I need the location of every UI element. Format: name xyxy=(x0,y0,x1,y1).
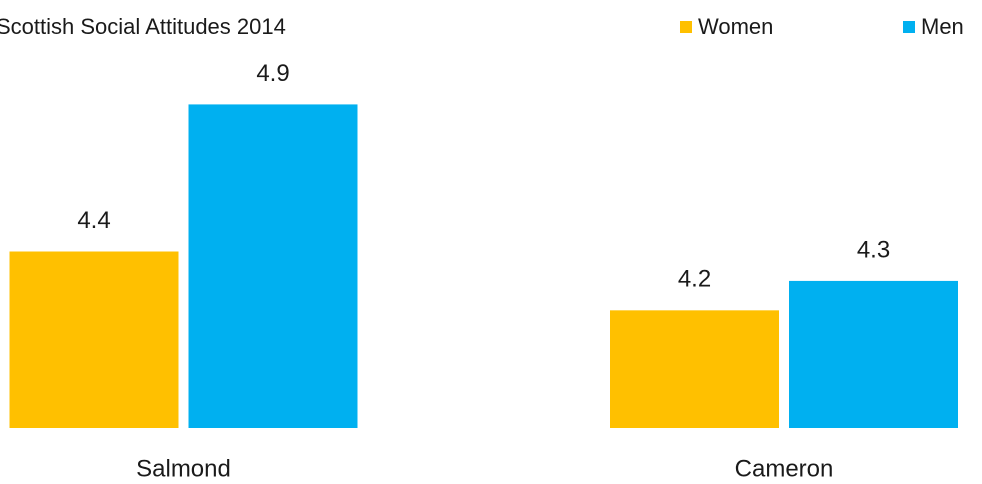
legend-label: Women xyxy=(698,14,773,39)
data-label: 4.2 xyxy=(678,266,711,293)
bar xyxy=(9,251,179,428)
x-tick-label: Cameron xyxy=(735,455,834,482)
data-label: 4.3 xyxy=(857,236,890,263)
data-label: 4.4 xyxy=(77,207,110,234)
legend-swatch xyxy=(903,21,915,33)
chart-title: Scottish Social Attitudes 2014 xyxy=(0,14,286,39)
bar xyxy=(610,310,779,428)
legend-label: Men xyxy=(921,14,964,39)
legend-swatch xyxy=(680,21,692,33)
bar xyxy=(188,104,358,429)
x-tick-label: Salmond xyxy=(136,455,231,482)
data-label: 4.9 xyxy=(256,60,289,87)
bar xyxy=(789,280,958,428)
